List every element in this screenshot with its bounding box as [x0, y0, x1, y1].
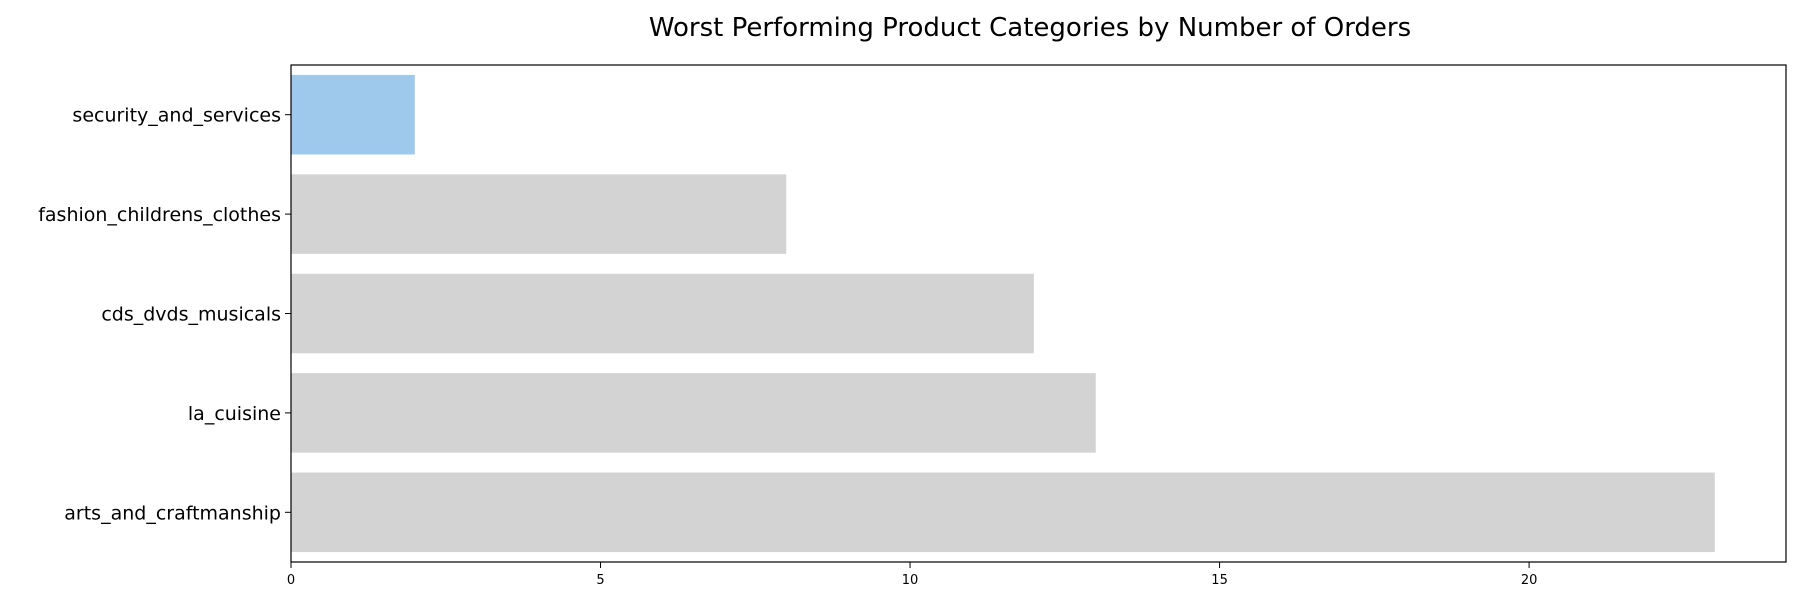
- category-label: fashion_childrens_clothes: [38, 204, 281, 226]
- bar-la-cuisine: [291, 373, 1096, 453]
- chart-title: Worst Performing Product Categories by N…: [649, 13, 1411, 43]
- category-label: arts_and_craftmanship: [64, 502, 281, 524]
- bar-cds-dvds-musicals: [291, 273, 1034, 354]
- x-axis-ticks: 0 5 10 15 20: [287, 562, 1538, 588]
- bars-layer: [291, 74, 1715, 553]
- x-tick-label: 10: [902, 573, 919, 588]
- x-tick-label: 5: [596, 573, 604, 588]
- category-labels: security_and_services fashion_childrens_c…: [38, 105, 291, 524]
- x-tick-label: 20: [1521, 573, 1538, 588]
- category-label: security_and_services: [72, 105, 281, 127]
- x-tick-label: 15: [1211, 573, 1228, 588]
- category-label: cds_dvds_musicals: [101, 304, 281, 326]
- category-label: la_cuisine: [188, 403, 281, 425]
- bar-fashion-childrens-clothes: [291, 174, 787, 254]
- bar-arts-and-craftmanship: [291, 472, 1715, 553]
- plot-frame: [290, 64, 1787, 563]
- x-tick-label: 0: [287, 573, 295, 588]
- bar-security-and-services: [291, 74, 415, 155]
